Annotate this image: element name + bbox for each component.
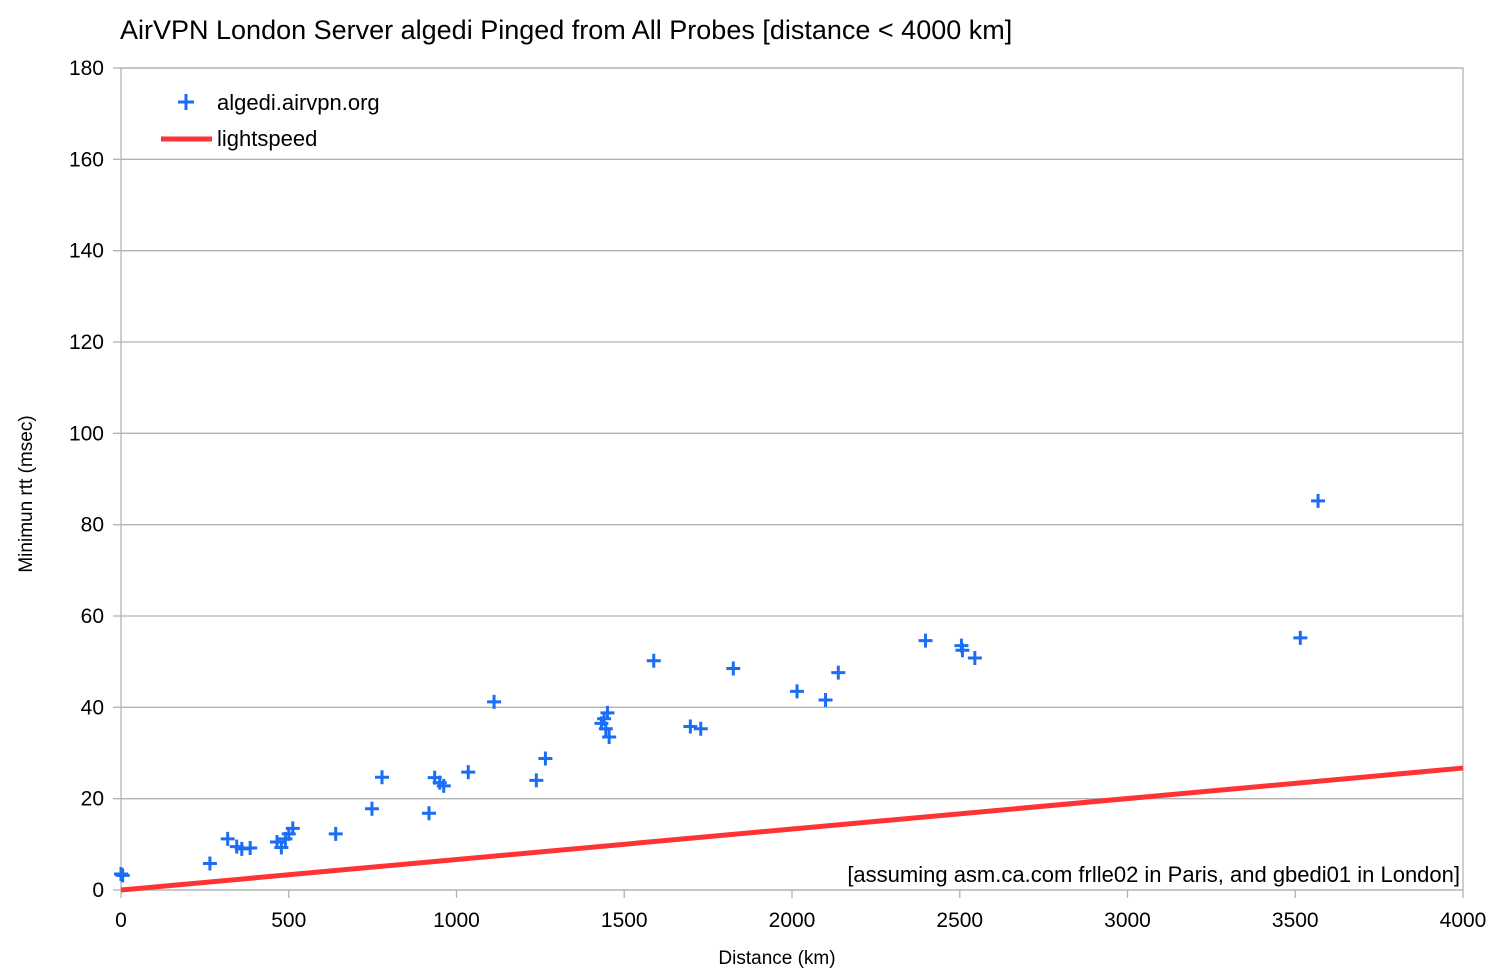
legend: algedi.airvpn.org lightspeed	[161, 90, 380, 151]
x-tick-label: 3500	[1272, 909, 1319, 932]
data-point	[646, 653, 661, 668]
data-point	[693, 721, 708, 736]
data-point	[328, 826, 343, 841]
data-point	[461, 765, 476, 780]
y-tick-label: 140	[69, 240, 104, 263]
data-series	[114, 493, 1464, 893]
data-point	[818, 693, 833, 708]
x-tick-label: 3000	[1104, 909, 1151, 932]
x-tick-label: 4000	[1440, 909, 1487, 932]
data-point	[831, 665, 846, 680]
y-tick-label: 80	[81, 514, 104, 537]
y-tick-label: 0	[92, 879, 104, 902]
data-point	[436, 778, 451, 793]
y-tick-label: 180	[69, 57, 104, 80]
data-point	[243, 840, 258, 855]
x-tick-label: 1000	[433, 909, 480, 932]
data-point	[683, 719, 698, 734]
y-tick-label: 120	[69, 331, 104, 354]
data-point	[600, 705, 615, 720]
data-point	[529, 773, 544, 788]
legend-marker-algedi	[178, 94, 194, 110]
plot-frame	[120, 67, 1464, 891]
data-point	[375, 770, 390, 785]
x-tick-label: 2500	[936, 909, 983, 932]
data-point	[602, 730, 617, 745]
data-point	[364, 801, 379, 816]
data-point	[538, 751, 553, 766]
data-point	[421, 806, 436, 821]
lightspeed-line	[120, 765, 1464, 893]
data-point	[790, 684, 805, 699]
x-tick-label: 0	[115, 909, 127, 932]
data-point	[285, 821, 300, 836]
y-axis-label: Minimun rtt (msec)	[16, 415, 37, 572]
data-point	[598, 721, 613, 736]
x-tick-label: 1500	[601, 909, 648, 932]
x-tick-label: 500	[271, 909, 306, 932]
data-point	[955, 643, 970, 658]
data-point	[487, 694, 502, 709]
y-tick-label: 20	[81, 788, 104, 811]
x-axis-label: Distance (km)	[718, 948, 835, 969]
y-tick-label: 100	[69, 422, 104, 445]
data-point	[115, 868, 130, 883]
grid-lines	[113, 67, 1464, 898]
data-point	[1311, 493, 1326, 508]
legend-label-algedi: algedi.airvpn.org	[217, 90, 380, 115]
data-point	[220, 831, 235, 846]
x-tick-label: 2000	[769, 909, 816, 932]
data-point	[1293, 630, 1308, 645]
chart-title: AirVPN London Server algedi Pinged from …	[120, 15, 1012, 45]
data-point	[918, 633, 933, 648]
data-point	[274, 840, 289, 855]
y-tick-label: 60	[81, 605, 104, 628]
tick-labels: 0 20 40 60 80 100 120 140 160 180 0 500 1000 1500 2000…	[69, 57, 1486, 932]
y-tick-label: 160	[69, 148, 104, 171]
data-point	[726, 661, 741, 676]
chart-annotation: [assuming asm.ca.com frlle02 in Paris, a…	[847, 862, 1460, 887]
data-point	[967, 651, 982, 666]
legend-label-lightspeed: lightspeed	[217, 126, 317, 151]
y-tick-label: 40	[81, 696, 104, 719]
data-point	[202, 856, 217, 871]
